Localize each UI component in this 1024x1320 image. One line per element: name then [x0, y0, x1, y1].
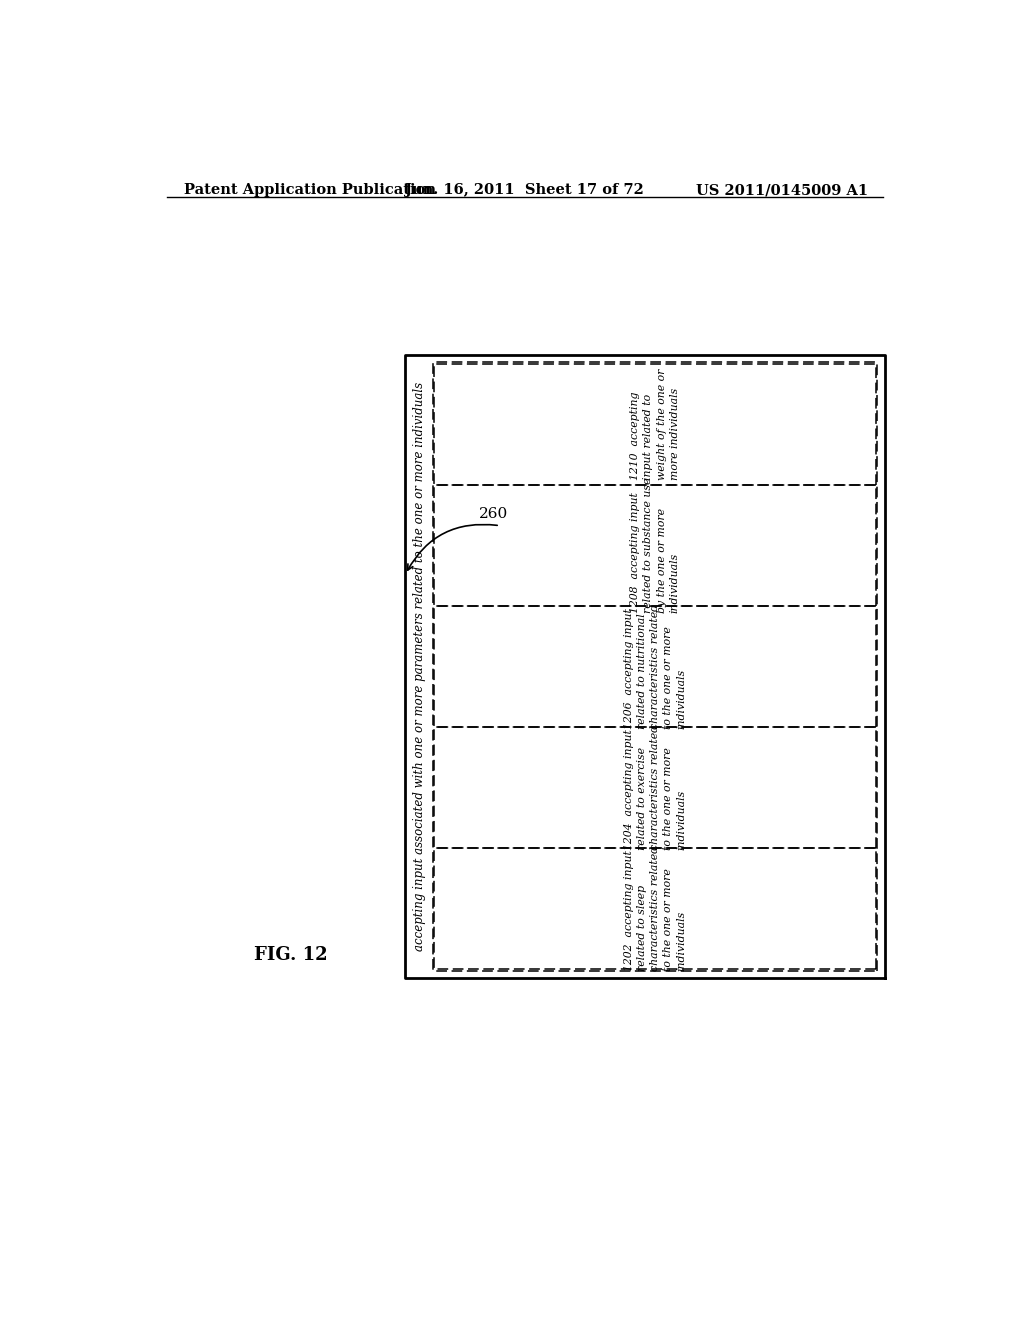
Text: 1202  accepting input
related to sleep
characteristics related
to the one or mor: 1202 accepting input related to sleep ch…	[624, 846, 686, 972]
Text: Patent Application Publication: Patent Application Publication	[183, 183, 436, 197]
Text: Jun. 16, 2011  Sheet 17 of 72: Jun. 16, 2011 Sheet 17 of 72	[406, 183, 644, 197]
Text: FIG. 12: FIG. 12	[254, 946, 328, 965]
Text: 1208  accepting input
related to substance use
by the one or more
individuals: 1208 accepting input related to substanc…	[630, 478, 680, 614]
Text: 260: 260	[479, 507, 509, 521]
Text: US 2011/0145009 A1: US 2011/0145009 A1	[696, 183, 868, 197]
Text: 1204  accepting input
related to exercise
characteristics related
to the one or : 1204 accepting input related to exercise…	[624, 725, 686, 850]
Text: 1210  accepting
input related to
weight of the one or
more individuals: 1210 accepting input related to weight o…	[630, 368, 680, 480]
Text: accepting input associated with one or more parameters related to the one or mor: accepting input associated with one or m…	[413, 381, 426, 952]
Text: 1206  accepting input
related to nutritional
characteristics related
to the one : 1206 accepting input related to nutritio…	[624, 605, 686, 729]
